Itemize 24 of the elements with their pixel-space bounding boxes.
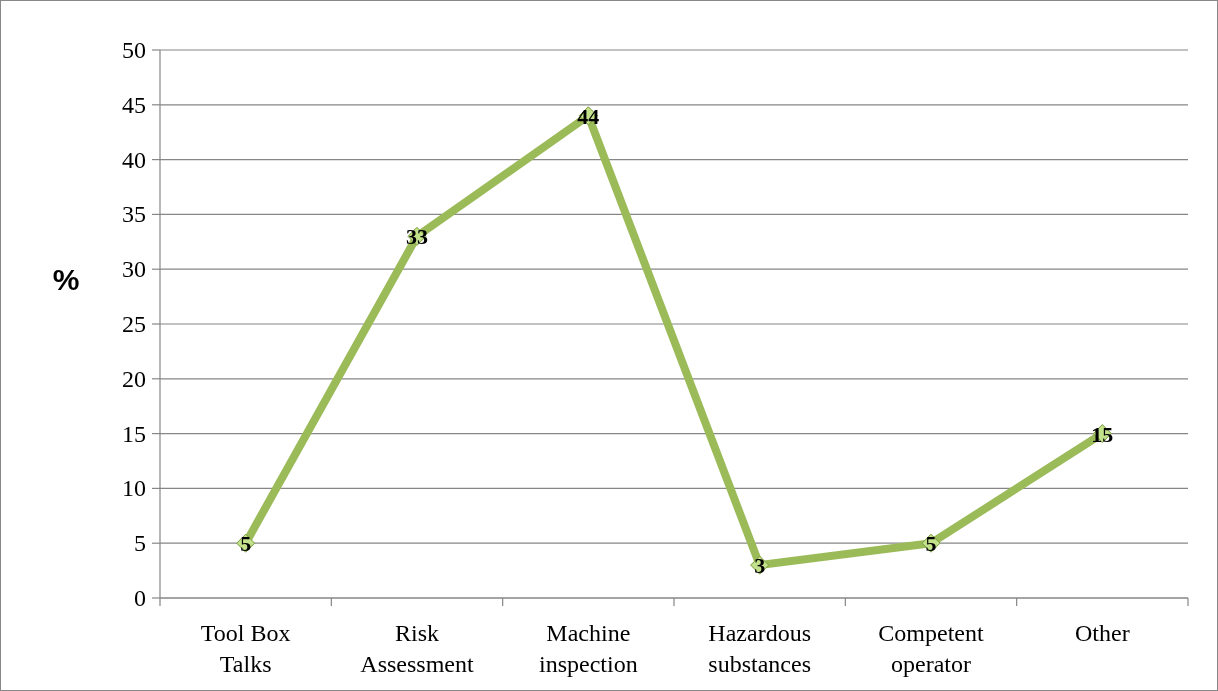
- x-tick-label: Tool Box Talks: [200, 620, 291, 677]
- y-tick-label: 30: [122, 256, 146, 283]
- y-tick-label: 45: [122, 91, 146, 118]
- x-tick-label: Other: [1075, 620, 1130, 646]
- data-label: 5: [240, 531, 252, 557]
- x-tick-label: Machine inspection: [539, 620, 638, 677]
- x-tick-label: Hazardous substances: [708, 620, 811, 677]
- y-axis-title: %: [52, 263, 80, 296]
- y-tick-label: 0: [134, 585, 146, 611]
- y-tick-label: 5: [134, 530, 146, 557]
- data-label: 5: [925, 531, 937, 557]
- y-tick-label: 20: [122, 365, 146, 392]
- y-tick-label: 25: [122, 311, 146, 337]
- y-tick-label: 40: [122, 146, 146, 173]
- data-label: 15: [1091, 421, 1114, 447]
- data-label: 3: [754, 553, 766, 579]
- data-label: 44: [577, 103, 600, 129]
- x-tick-label: Competent operator: [878, 620, 984, 677]
- y-tick-label: 35: [122, 201, 146, 228]
- y-tick-label: 50: [122, 37, 146, 63]
- x-tick-label: Risk Assessment: [360, 620, 474, 677]
- y-tick-label: 15: [122, 420, 146, 447]
- data-label: 33: [406, 224, 428, 250]
- y-tick-label: 10: [122, 475, 146, 502]
